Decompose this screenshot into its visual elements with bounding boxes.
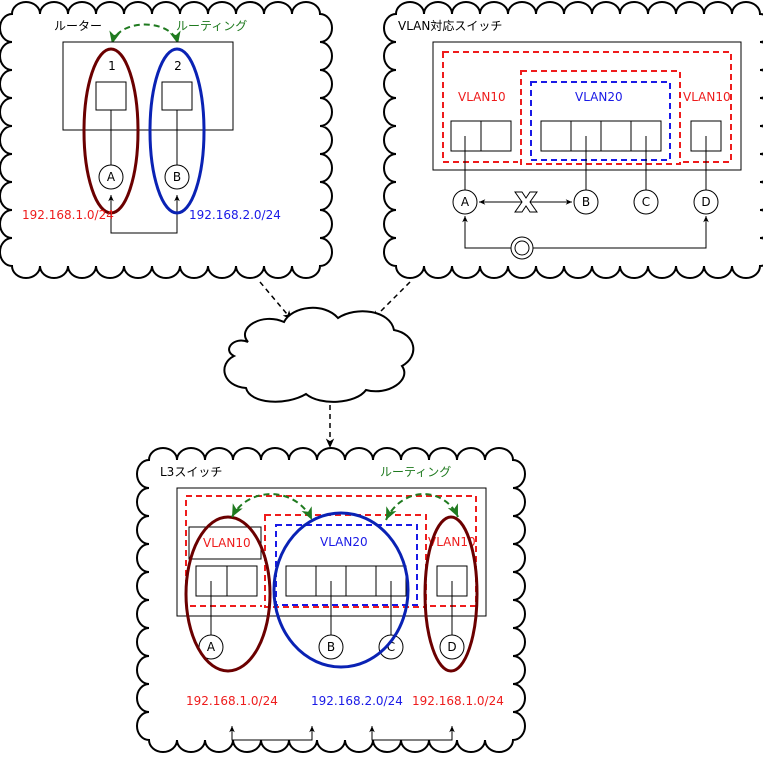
l3-switch-ports-left [195, 565, 258, 597]
l3-switch-ports-middle [285, 565, 407, 597]
l3-path-arrow-left [229, 726, 315, 741]
vlan-switch-vlan-right: VLAN10 [683, 90, 731, 104]
l3-node-d-label: D [447, 640, 456, 654]
blocked-x-icon [514, 191, 538, 213]
vlan10-inner-box [520, 70, 681, 165]
vlan-switch-node-c [633, 189, 659, 215]
l3-node-b-label: B [327, 640, 335, 654]
l3-node-c [378, 634, 404, 660]
router-subnet-a-label: 192.168.1.0/24 [22, 208, 114, 222]
router-title: ルーター [54, 19, 102, 33]
vlan-switch-port [480, 120, 512, 152]
allowed-path-arrow [462, 216, 709, 249]
l3-subnet-left-ellipse [184, 515, 272, 673]
vlan-switch-vlan-middle: VLAN20 [575, 90, 623, 104]
l3-switch-title: L3スイッチ [160, 465, 222, 479]
vlan-switch-ports-middle [540, 120, 662, 152]
allowed-circle-inner [514, 240, 530, 256]
router-port1 [95, 81, 127, 111]
l3-node-b [318, 634, 344, 660]
router-port2 [161, 81, 193, 111]
vlan-switch-port [450, 120, 482, 152]
l3-switch-panel: L3スイッチ ルーティング VLAN10 VLAN20 VLAN10 A B C [136, 447, 526, 753]
l3-subnet-left-label: 192.168.1.0/24 [186, 694, 278, 708]
l3-switch-vlan-left: VLAN10 [203, 536, 251, 550]
vlan-switch-node-b-label: B [582, 195, 590, 209]
router-port2-label: 2 [174, 59, 182, 73]
router-node-b [164, 164, 190, 190]
router-node-a-label: A [107, 170, 116, 184]
vlan-switch-node-a [452, 189, 478, 215]
vlan-switch-node-b [573, 189, 599, 215]
l3-subnet-middle-ellipse [272, 511, 410, 669]
l3-subnet-right-label: 192.168.1.0/24 [412, 694, 504, 708]
l3-routing-arrow-right [385, 493, 459, 521]
vlan-switch-node-d-label: D [701, 195, 710, 209]
vlan-switch-title: VLAN対応スイッチ [398, 19, 502, 33]
vlan-switch-vlan-left: VLAN10 [458, 90, 506, 104]
router-panel: ルーター ルーティング 1 2 A B 192.168.1.0/24 192.1… [0, 1, 333, 279]
vlan-switch-port [600, 120, 632, 152]
router-subnet-a-ellipse [82, 47, 140, 215]
vlan-switch-node-a-label: A [461, 195, 470, 209]
l3-node-d [439, 634, 465, 660]
vlan-switch-node-d [693, 189, 719, 215]
router-routing-arrow [109, 23, 181, 45]
vlan-switch-ports-left [450, 120, 512, 152]
vlan20-box [530, 81, 671, 161]
router-to-cloud-arrow [259, 281, 293, 321]
l3-switch-vlan-right: VLAN10 [428, 535, 476, 549]
l3-path-arrow-right [369, 726, 455, 741]
l3-node-a-label: A [207, 640, 216, 654]
l3-switch-port [345, 565, 377, 597]
router-routing-label: ルーティング [176, 19, 247, 33]
vlan-switch-node-c-label: C [642, 195, 650, 209]
router-subnet-b-label: 192.168.2.0/24 [189, 208, 281, 222]
l3-subnet-middle-label: 192.168.2.0/24 [311, 694, 403, 708]
l3-switch-vlan-middle: VLAN20 [320, 535, 368, 549]
l3-switch-port [226, 565, 258, 597]
l3-switch-routing-label: ルーティング [380, 465, 451, 479]
router-node-b-label: B [173, 170, 181, 184]
router-port1-label: 1 [108, 59, 116, 73]
router-node-a [98, 164, 124, 190]
vlan-switch-port [540, 120, 572, 152]
l3-switch-port [285, 565, 317, 597]
l3-node-c-label: C [387, 640, 395, 654]
internet-cloud-icon [223, 306, 415, 403]
l3-routing-arrow-left [231, 493, 313, 521]
router-subnet-b-ellipse [148, 47, 206, 215]
vlan-switch-panel: VLAN対応スイッチ VLAN10 VLAN20 VLAN10 A B C D [383, 1, 763, 279]
